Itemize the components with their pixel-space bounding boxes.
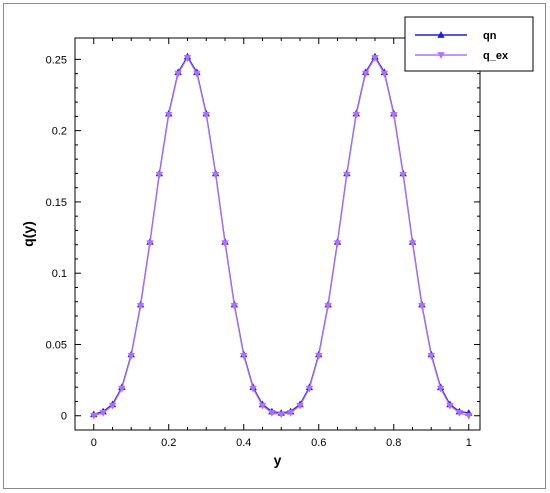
y-axis-label: q(y) xyxy=(20,221,36,247)
data-point xyxy=(211,171,220,179)
data-point xyxy=(408,240,417,248)
data-point xyxy=(277,411,285,419)
data-point xyxy=(399,171,407,179)
x-tick-label: 0.4 xyxy=(236,437,251,449)
data-point xyxy=(221,240,229,248)
series-line xyxy=(93,55,469,415)
x-tick-label: 0.8 xyxy=(386,437,401,449)
data-point xyxy=(193,70,201,78)
y-tick-label: 0.05 xyxy=(46,339,67,351)
data-point xyxy=(146,240,154,248)
x-axis-label: y xyxy=(274,452,282,468)
data-point xyxy=(436,385,445,393)
data-point xyxy=(202,112,210,119)
data-point xyxy=(352,112,360,119)
data-point xyxy=(418,303,426,310)
data-point xyxy=(240,353,248,360)
data-point xyxy=(286,410,295,417)
plot-area xyxy=(74,37,481,431)
x-tick-label: 0.6 xyxy=(311,437,326,449)
data-point xyxy=(390,112,398,119)
data-point xyxy=(296,402,304,410)
x-tick-label: 1 xyxy=(466,437,472,449)
data-point xyxy=(90,412,98,420)
legend-label: qn xyxy=(483,30,497,42)
x-tick-label: 0.2 xyxy=(161,437,176,449)
data-point xyxy=(361,70,370,78)
data-point xyxy=(174,70,182,78)
data-point xyxy=(324,303,332,310)
data-point xyxy=(136,303,145,310)
data-point xyxy=(446,402,454,410)
series-layer xyxy=(90,52,473,420)
y-tick-label: 0.1 xyxy=(52,268,67,280)
legend-swatch-marker xyxy=(437,52,445,59)
data-point xyxy=(108,402,117,410)
data-point xyxy=(118,385,126,393)
series-qn xyxy=(90,52,473,418)
data-point xyxy=(455,410,464,417)
series-q-ex xyxy=(90,55,473,420)
data-point xyxy=(315,353,323,360)
x-tick-label: 0 xyxy=(91,437,97,449)
data-point xyxy=(165,112,173,119)
data-point xyxy=(343,171,351,179)
y-tick-label: 0 xyxy=(61,411,67,423)
data-point xyxy=(230,303,239,310)
legend-label: q_ex xyxy=(483,50,509,62)
data-point xyxy=(155,171,164,179)
data-point xyxy=(249,385,257,393)
data-point xyxy=(465,412,473,420)
legend: qn q_ex xyxy=(404,16,534,72)
data-point xyxy=(333,240,342,248)
data-point xyxy=(258,402,267,410)
legend-box xyxy=(404,16,534,72)
series-line xyxy=(93,56,469,417)
data-point xyxy=(99,410,107,417)
data-point xyxy=(371,55,379,62)
data-point xyxy=(127,353,135,360)
data-point xyxy=(380,70,389,78)
axes: 0 0.2 0.4 0.6 0.8 1 0 0.05 0.1 0.15 0.2 0.25 xyxy=(46,38,480,449)
data-point xyxy=(268,410,276,417)
y-tick-label: 0.15 xyxy=(46,197,67,209)
plot-border xyxy=(74,37,481,431)
y-tick-label: 0.25 xyxy=(46,54,67,66)
data-point xyxy=(427,353,435,360)
data-point xyxy=(183,55,192,62)
legend-swatch-marker xyxy=(437,31,445,38)
data-point xyxy=(305,385,314,393)
y-tick-label: 0.2 xyxy=(52,126,67,138)
